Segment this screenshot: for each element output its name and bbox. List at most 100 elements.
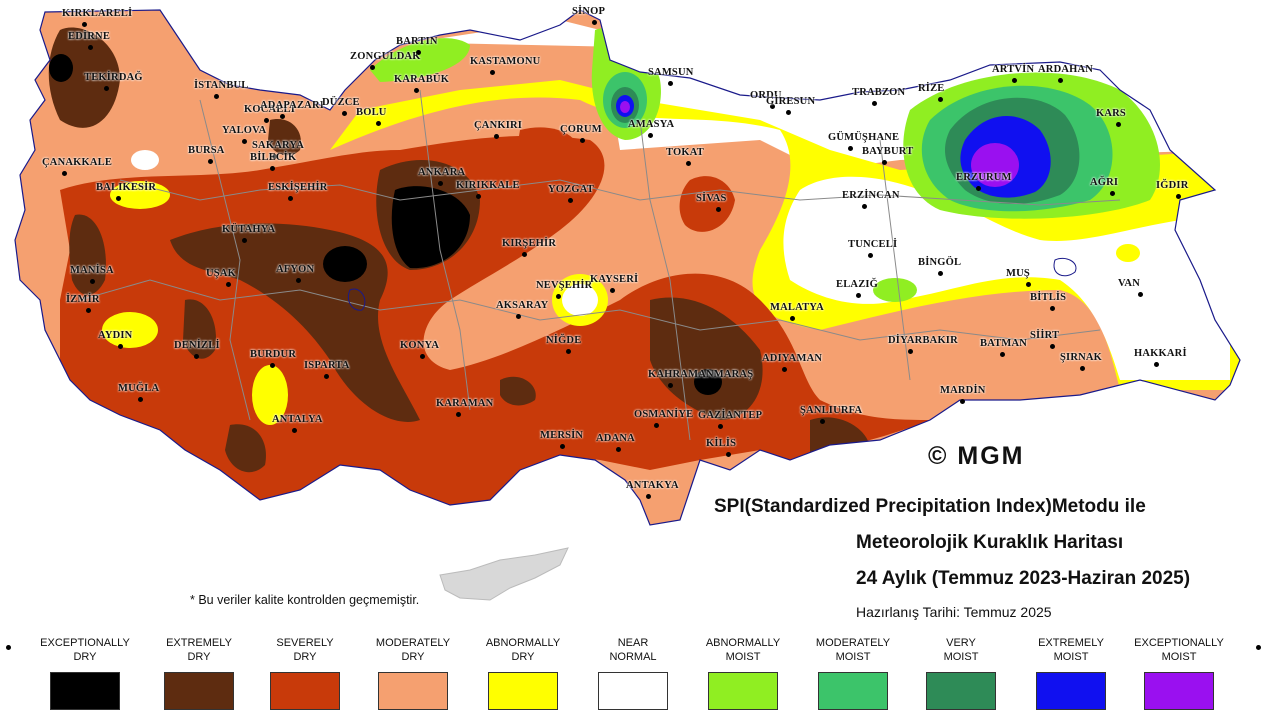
city-marker <box>718 424 723 429</box>
city-label: ÇANAKKALE <box>42 157 113 168</box>
legend-label: EXTREMELY MOIST <box>1038 637 1104 663</box>
city-label: MARDİN <box>940 385 986 396</box>
city-marker <box>1116 122 1121 127</box>
city-label: KAYSERİ <box>590 274 639 285</box>
legend-item: ABNORMALLY MOIST <box>688 636 798 710</box>
city-marker <box>668 81 673 86</box>
city-marker <box>264 118 269 123</box>
city-marker <box>296 278 301 283</box>
city-label: GÜMÜŞHANE <box>828 132 900 143</box>
city-marker <box>1080 366 1085 371</box>
city-label: ANTAKYA <box>626 480 679 491</box>
city-label: MANİSA <box>70 265 114 276</box>
city-label: YOZGAT <box>548 184 594 195</box>
city-label: ELAZIĞ <box>836 279 879 290</box>
city-marker <box>1026 282 1031 287</box>
city-marker <box>820 419 825 424</box>
city-marker <box>194 354 199 359</box>
city-label: TOKAT <box>666 147 704 158</box>
city-label: İZMİR <box>66 294 100 305</box>
city-label: ARDAHAN <box>1038 64 1094 75</box>
legend-label: EXTREMELY DRY <box>166 637 232 663</box>
legend-item: NEAR NORMAL <box>578 636 688 710</box>
city-label: ÇANKIRI <box>474 120 523 131</box>
city-label: UŞAK <box>206 268 236 279</box>
legend-swatch <box>926 672 996 710</box>
legend-item: EXCEPTIONALLY MOIST <box>1124 636 1234 710</box>
city-label: AFYON <box>276 264 315 275</box>
city-marker <box>476 194 481 199</box>
city-label: KIRIKKALE <box>456 180 520 191</box>
city-marker <box>790 316 795 321</box>
city-marker <box>438 181 443 186</box>
city-label: BURSA <box>188 145 225 156</box>
city-marker <box>938 97 943 102</box>
city-marker <box>90 279 95 284</box>
legend-label: VERY MOIST <box>943 637 979 663</box>
city-label: KÜTAHYA <box>222 224 276 235</box>
city-marker <box>516 314 521 319</box>
city-marker <box>288 196 293 201</box>
city-marker <box>522 252 527 257</box>
city-marker <box>456 412 461 417</box>
city-marker <box>324 374 329 379</box>
map-title-line3: 24 Aylık (Temmuz 2023-Haziran 2025) <box>856 568 1191 589</box>
city-marker <box>976 186 981 191</box>
city-label: BAYBURT <box>862 146 914 157</box>
city-marker <box>494 134 499 139</box>
city-label: SİVAS <box>696 193 727 204</box>
city-label: BURDUR <box>250 349 297 360</box>
city-label: NEVŞEHİR <box>536 280 593 291</box>
city-marker <box>1000 352 1005 357</box>
city-label: KARAMAN <box>436 398 494 409</box>
city-marker <box>1110 191 1115 196</box>
city-marker <box>118 344 123 349</box>
city-label: TUNCELİ <box>848 239 898 250</box>
city-marker <box>292 428 297 433</box>
city-marker <box>414 88 419 93</box>
legend-item: SEVERELY DRY <box>250 636 360 710</box>
city-marker <box>138 397 143 402</box>
legend-label: ABNORMALLY DRY <box>485 637 561 663</box>
city-marker <box>668 383 673 388</box>
city-label: ANTALYA <box>272 414 323 425</box>
city-label: KARS <box>1096 108 1126 119</box>
legend-item: MODERATELY MOIST <box>798 636 908 710</box>
map-title-line2: Meteorolojik Kuraklık Haritası <box>856 532 1124 553</box>
city-marker <box>568 198 573 203</box>
legend-item: EXTREMELY MOIST <box>1016 636 1126 710</box>
city-marker <box>786 110 791 115</box>
legend-swatch <box>1036 672 1106 710</box>
city-marker <box>370 65 375 70</box>
city-marker <box>342 111 347 116</box>
city-marker <box>420 354 425 359</box>
city-marker <box>270 363 275 368</box>
legend-swatch <box>270 672 340 710</box>
map-title-line1: SPI(Standardized Precipitation Index)Met… <box>714 496 1146 517</box>
city-marker <box>1050 306 1055 311</box>
legend-swatch <box>164 672 234 710</box>
legend-item: MODERATELY DRY <box>358 636 468 710</box>
city-label: YALOVA <box>222 125 267 136</box>
city-marker <box>104 86 109 91</box>
city-marker <box>490 70 495 75</box>
city-label: SİNOP <box>572 6 606 17</box>
city-label: AYDIN <box>98 330 133 341</box>
city-marker <box>214 94 219 99</box>
city-marker <box>856 293 861 298</box>
city-marker <box>610 288 615 293</box>
city-marker <box>862 204 867 209</box>
city-label: DENİZLİ <box>174 340 220 351</box>
city-label: TEKİRDAĞ <box>84 72 143 83</box>
city-marker <box>716 207 721 212</box>
city-label: MALATYA <box>770 302 824 313</box>
legend-label: MODERATELY MOIST <box>815 637 891 663</box>
city-label: RİZE <box>918 83 945 94</box>
city-marker <box>782 367 787 372</box>
city-marker <box>1176 194 1181 199</box>
city-label: ADANA <box>596 433 635 444</box>
city-marker <box>872 101 877 106</box>
city-marker <box>1012 78 1017 83</box>
city-marker <box>270 166 275 171</box>
